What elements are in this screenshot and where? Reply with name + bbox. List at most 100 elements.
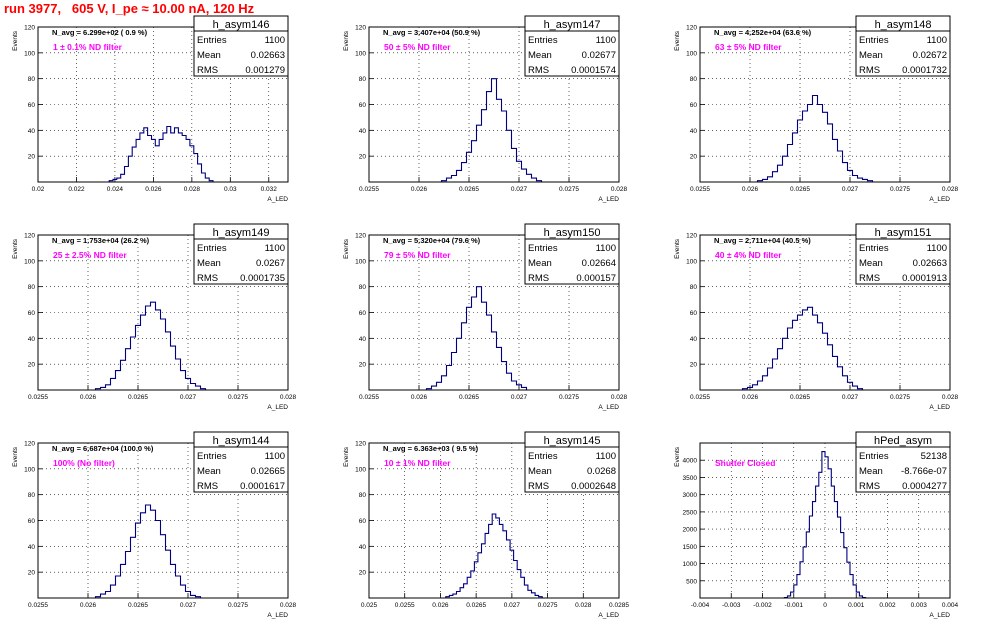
histogram-name: h_asym148: [875, 19, 932, 31]
histogram-line: [445, 513, 543, 598]
x-tick-label: 0.0275: [228, 602, 248, 609]
stats-key: Entries: [197, 243, 227, 254]
stats-key: RMS: [197, 481, 218, 492]
x-tick-label: -0.003: [722, 602, 741, 609]
x-tick-label: 0.027: [842, 394, 859, 401]
stats-key: Mean: [528, 258, 552, 269]
y-tick-label: 100: [24, 258, 35, 265]
x-tick-label: 0.0265: [466, 602, 486, 609]
stats-value: 1100: [265, 243, 285, 254]
y-axis-label: Events: [12, 446, 19, 467]
x-tick-label: 0.028: [942, 394, 959, 401]
y-tick-label: 120: [686, 233, 697, 240]
y-tick-label: 2500: [683, 509, 698, 516]
stats-value: 0.0001735: [240, 273, 285, 284]
y-tick-label: 80: [28, 492, 36, 499]
y-tick-label: 80: [359, 284, 367, 291]
x-tick-label: -0.002: [753, 602, 772, 609]
x-tick-label: 0.0275: [890, 394, 910, 401]
x-tick-label: 0.0255: [28, 394, 48, 401]
x-tick-label: 0.0265: [128, 394, 148, 401]
stats-key: Entries: [859, 243, 889, 254]
histogram-name: h_asym144: [213, 435, 270, 447]
x-axis-label: A_LED: [267, 196, 288, 203]
stats-key: Mean: [197, 50, 221, 61]
histogram-name: hPed_asym: [874, 435, 932, 447]
stats-value: 0.0001732: [902, 65, 947, 76]
y-tick-label: 40: [359, 128, 367, 135]
x-tick-label: -0.004: [691, 602, 710, 609]
y-tick-label: 60: [359, 518, 367, 525]
histogram-panel-h_asym150: 20 40 60 80 100 120 0.0255 0.026 0.0265 0.027 0.02…: [343, 223, 628, 411]
stats-key: Entries: [859, 35, 889, 46]
y-tick-label: 120: [686, 25, 697, 32]
y-tick-label: 60: [28, 518, 36, 525]
y-tick-label: 1000: [683, 561, 698, 568]
histogram-panel-h_asym147: 20 40 60 80 100 120 0.0255 0.026 0.0265 0.027 0.02…: [343, 15, 628, 203]
x-tick-label: 0.026: [80, 394, 97, 401]
stats-key: Entries: [528, 243, 558, 254]
navg-label: N_avg = 6.363e+03 ( 9.5 %): [383, 444, 479, 453]
x-tick-label: 0.028: [575, 602, 592, 609]
y-tick-label: 20: [690, 154, 698, 161]
y-tick-label: 40: [28, 128, 36, 135]
filter-annotation: 10 ± 1% ND filter: [384, 458, 451, 468]
y-tick-label: 60: [28, 102, 36, 109]
histogram-line: [741, 306, 864, 390]
y-tick-label: 100: [355, 50, 366, 57]
y-axis-label: Events: [343, 30, 350, 51]
stats-value: 0.02665: [251, 466, 285, 477]
y-tick-label: 20: [690, 362, 698, 369]
stats-value: 1100: [596, 243, 616, 254]
x-axis-label: A_LED: [929, 404, 950, 411]
x-tick-label: -0.001: [785, 602, 804, 609]
x-axis-label: A_LED: [598, 196, 619, 203]
histogram-name: h_asym146: [213, 19, 270, 31]
y-tick-label: 3000: [683, 492, 698, 499]
histogram-panel-h_asym144: 20 40 60 80 100 120 0.0255 0.026 0.0265 0.027 0.02…: [12, 431, 297, 619]
x-tick-label: 0.027: [511, 186, 528, 193]
x-tick-label: 0.02: [32, 186, 45, 193]
y-axis-label: Events: [12, 30, 19, 51]
stats-key: Mean: [859, 466, 883, 477]
stats-value: 0.0001617: [240, 481, 285, 492]
plot-frame: [37, 442, 289, 599]
stats-value: 0.02672: [913, 50, 947, 61]
y-tick-label: 80: [690, 284, 698, 291]
histogram-line: [756, 94, 874, 182]
stats-box: [193, 223, 289, 285]
plot-frame: [699, 234, 951, 391]
y-tick-label: 40: [690, 128, 698, 135]
y-axis-label: Events: [12, 238, 19, 259]
filter-annotation: 50 ± 5% ND filter: [384, 42, 451, 52]
y-tick-label: 60: [359, 102, 367, 109]
stats-key: RMS: [197, 65, 218, 76]
histogram-line: [440, 78, 543, 182]
x-axis-label: A_LED: [929, 196, 950, 203]
x-tick-label: 0.026: [411, 394, 428, 401]
y-axis-label: Events: [343, 446, 350, 467]
x-tick-label: 0.028: [280, 394, 297, 401]
x-tick-label: 0.027: [504, 602, 521, 609]
y-tick-label: 100: [355, 466, 366, 473]
x-tick-label: 0.026: [411, 186, 428, 193]
stats-key: RMS: [859, 273, 880, 284]
x-axis-label: A_LED: [598, 404, 619, 411]
x-tick-label: 0.0275: [559, 186, 579, 193]
x-tick-label: 0.032: [261, 186, 278, 193]
y-tick-label: 120: [24, 25, 35, 32]
navg-label: N_avg = 4.252e+04 (63.6 %): [714, 28, 812, 37]
x-tick-label: 0.0285: [609, 602, 629, 609]
y-tick-label: 80: [359, 492, 367, 499]
stats-box: [193, 431, 289, 493]
filter-annotation: 63 ± 5% ND filter: [715, 42, 782, 52]
x-axis-label: A_LED: [267, 612, 288, 619]
stats-box: [855, 223, 951, 285]
y-tick-label: 120: [355, 441, 366, 448]
plot-frame: [368, 26, 620, 183]
y-axis-label: Events: [674, 30, 681, 51]
stats-value: 0.0004277: [902, 481, 947, 492]
x-tick-label: 0.0255: [359, 394, 379, 401]
stats-key: Mean: [859, 258, 883, 269]
y-tick-label: 40: [359, 336, 367, 343]
